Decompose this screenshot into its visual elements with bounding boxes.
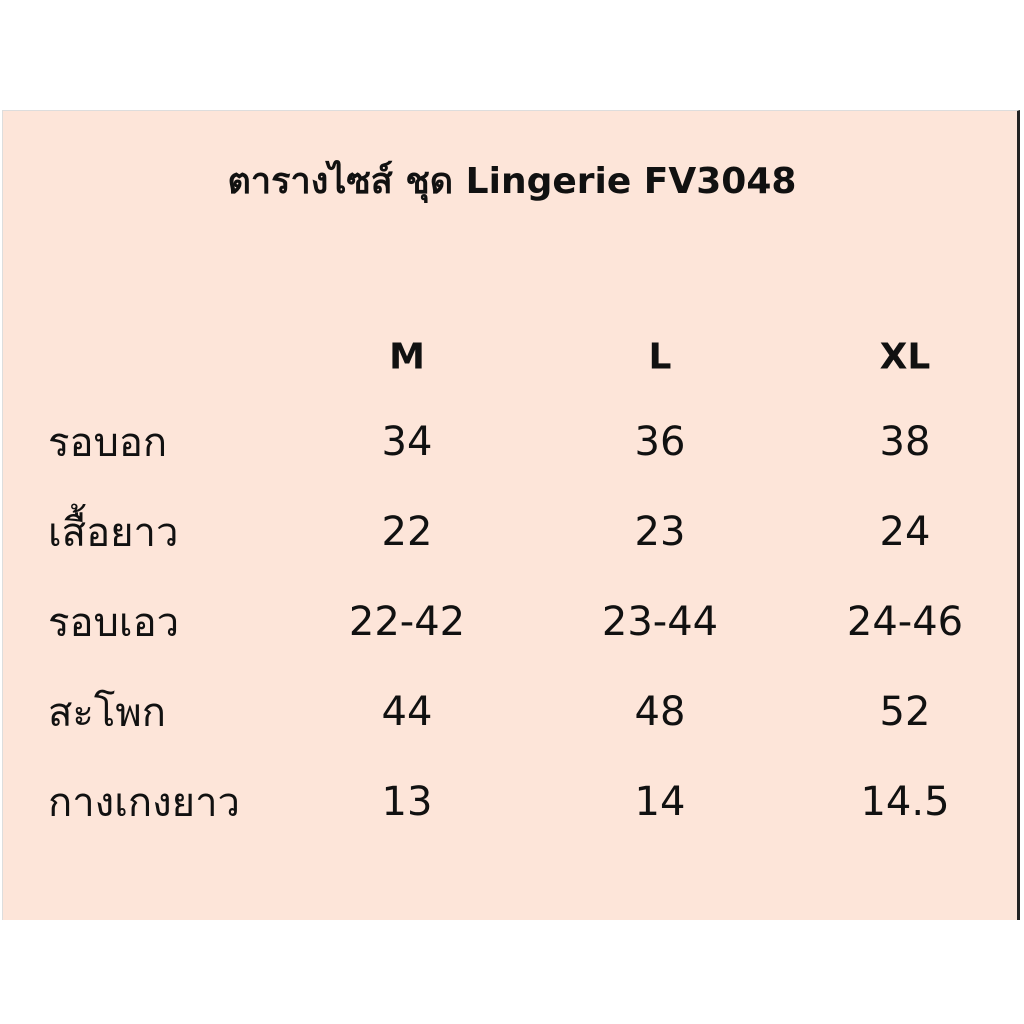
table-cell: 38: [879, 419, 931, 465]
table-cell: 14.5: [860, 779, 950, 825]
table-cell: 48: [634, 689, 686, 735]
row-label: เสื้อยาว: [48, 510, 179, 556]
table-cell: 23: [634, 509, 686, 555]
size-header: XL: [879, 336, 931, 378]
table-cell: 22-42: [348, 599, 466, 645]
row-label: กางเกงยาว: [48, 780, 240, 826]
table-cell: 23-44: [601, 599, 719, 645]
table-cell: 24: [879, 509, 931, 555]
table-cell: 52: [879, 689, 931, 735]
size-chart-panel: [2, 110, 1020, 920]
size-header: L: [648, 336, 672, 378]
table-cell: 24-46: [846, 599, 964, 645]
size-header: M: [389, 336, 425, 378]
chart-title: ตารางไซส์ ชุด Lingerie FV3048: [227, 161, 797, 202]
row-label: รอบอก: [48, 420, 168, 466]
row-label: รอบเอว: [48, 600, 180, 646]
table-cell: 44: [381, 689, 433, 735]
table-cell: 22: [381, 509, 433, 555]
table-cell: 13: [381, 779, 433, 825]
table-cell: 14: [634, 779, 686, 825]
table-cell: 36: [634, 419, 686, 465]
table-cell: 34: [381, 419, 433, 465]
row-label: สะโพก: [48, 690, 166, 736]
